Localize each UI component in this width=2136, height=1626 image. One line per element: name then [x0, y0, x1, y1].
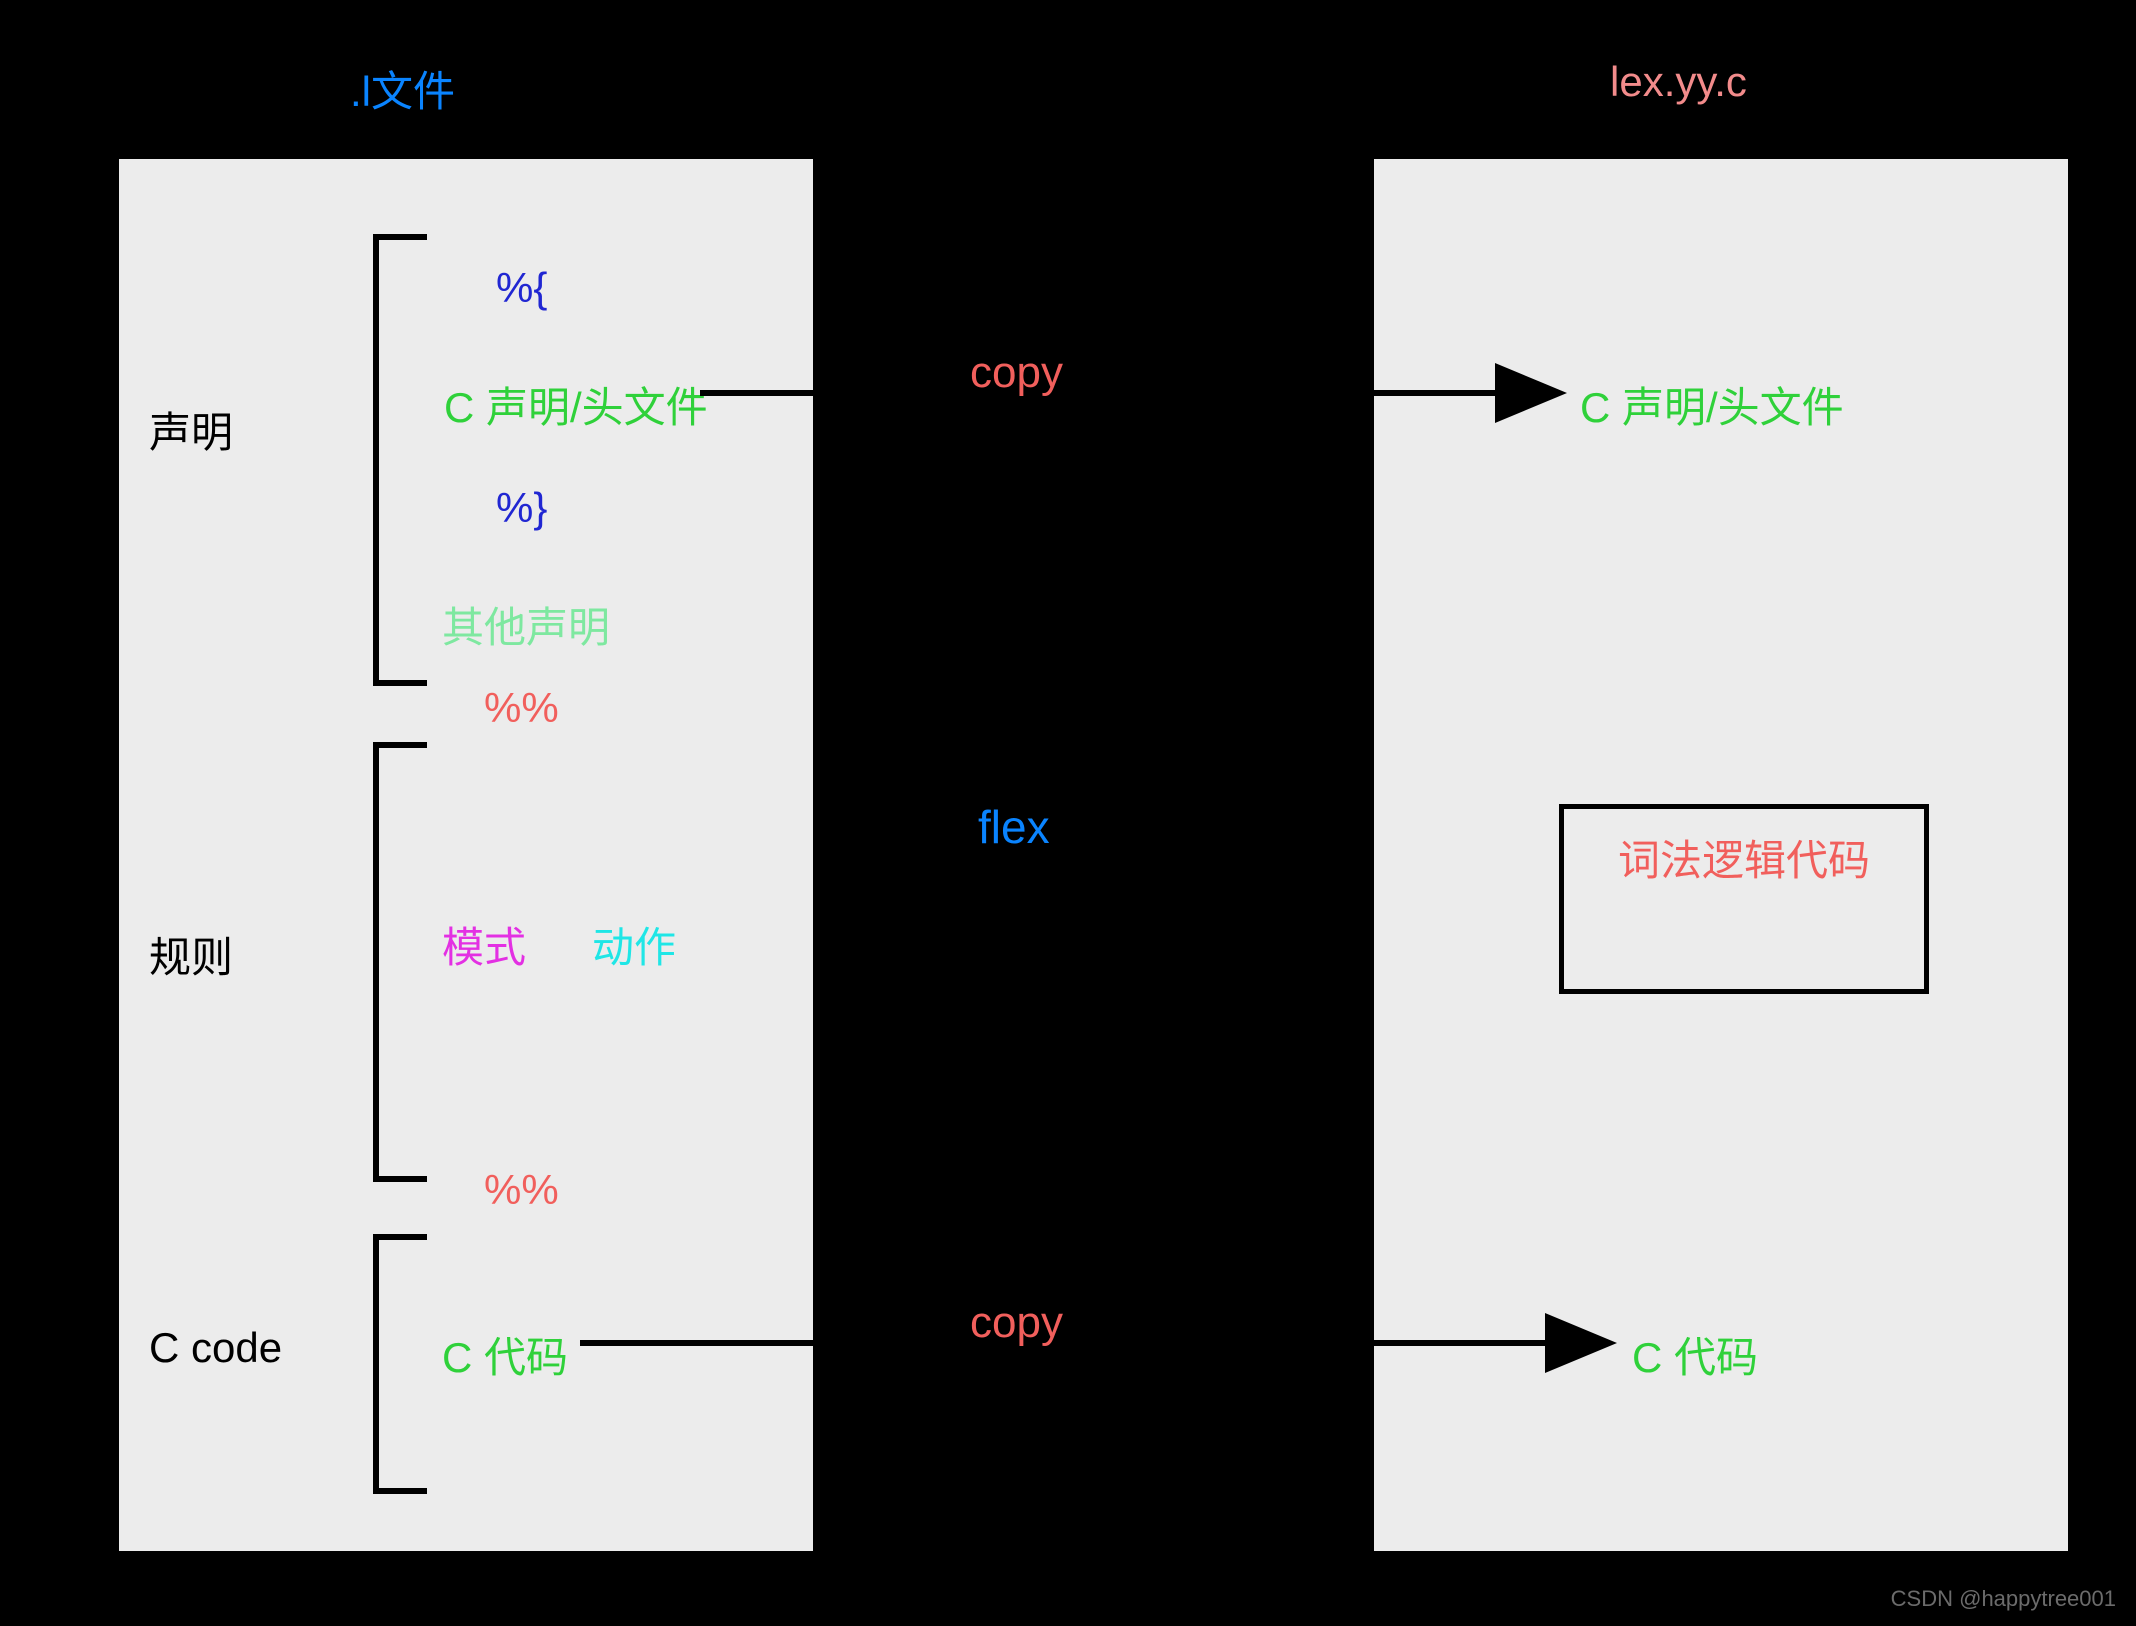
watermark: CSDN @happytree001: [1891, 1586, 2116, 1612]
arrows-svg: [0, 0, 2136, 1626]
diagram-canvas: .l文件 lex.yy.c 声明 规则 C code %{ C 声明/头文件 %…: [0, 0, 2136, 1626]
